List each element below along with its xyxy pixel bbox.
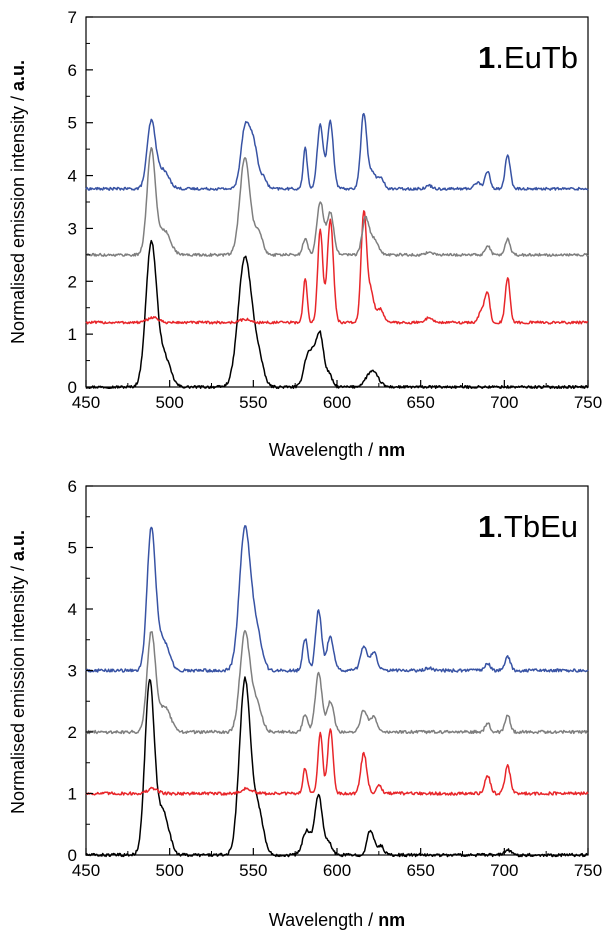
y-tick-label: 5 <box>68 114 77 133</box>
x-tick-label: 550 <box>239 393 267 412</box>
y-tick-label: 1 <box>68 325 77 344</box>
x-tick-label: 650 <box>406 393 434 412</box>
series-line <box>85 525 589 673</box>
y-tick-label: 4 <box>68 167 77 186</box>
x-tick-label: 700 <box>490 393 518 412</box>
panel-label: 1.EuTb <box>478 40 578 75</box>
y-tick-label: 1 <box>68 785 77 804</box>
x-tick-label: 750 <box>574 861 602 880</box>
x-axis-title: Wavelength / nm <box>269 910 405 930</box>
x-axis-title: Wavelength / nm <box>269 440 405 460</box>
series-line <box>85 629 589 735</box>
tick-group: 450 500 550 600 650 700 750 0 1 2 3 4 5 6 7 <box>68 8 603 412</box>
y-tick-label: 6 <box>68 477 77 496</box>
series-group <box>85 112 589 390</box>
x-tick-label: 750 <box>574 393 602 412</box>
x-tick-label: 650 <box>406 861 434 880</box>
y-tick-label: 0 <box>68 378 77 397</box>
y-tick-label: 3 <box>68 219 77 238</box>
series-group <box>85 525 589 858</box>
x-tick-label: 550 <box>239 861 267 880</box>
y-tick-label: 2 <box>68 723 77 742</box>
y-tick-label: 2 <box>68 272 77 291</box>
y-tick-label: 0 <box>68 846 77 865</box>
y-tick-label: 5 <box>68 539 77 558</box>
x-tick-label: 500 <box>155 393 183 412</box>
x-tick-label: 600 <box>323 861 351 880</box>
x-tick-label: 700 <box>490 861 518 880</box>
x-tick-label: 450 <box>72 861 100 880</box>
series-line <box>85 210 589 325</box>
panel-eutb: 450 500 550 600 650 700 750 0 1 2 3 4 5 6 7 1.EuTb Wav… <box>8 8 602 460</box>
y-tick-label: 3 <box>68 662 77 681</box>
series-line <box>85 146 589 257</box>
x-tick-label: 450 <box>72 393 100 412</box>
y-tick-label: 7 <box>68 8 77 27</box>
panel-tbeu: 450 500 550 600 650 700 750 0 1 2 3 4 5 6 1.TbEu Wave… <box>8 477 602 930</box>
y-axis-title: Normalised emission intensity / a.u. <box>8 60 28 344</box>
series-line <box>85 239 589 390</box>
x-tick-label: 500 <box>155 861 183 880</box>
tick-group: 450 500 550 600 650 700 750 0 1 2 3 4 5 6 <box>68 477 603 880</box>
series-line <box>85 728 589 796</box>
y-tick-label: 4 <box>68 600 77 619</box>
y-axis-title: Normalised emission intensity / a.u. <box>8 530 28 814</box>
panel-label: 1.TbEu <box>478 509 578 544</box>
y-tick-label: 6 <box>68 61 77 80</box>
x-tick-label: 600 <box>323 393 351 412</box>
series-line <box>85 112 589 191</box>
